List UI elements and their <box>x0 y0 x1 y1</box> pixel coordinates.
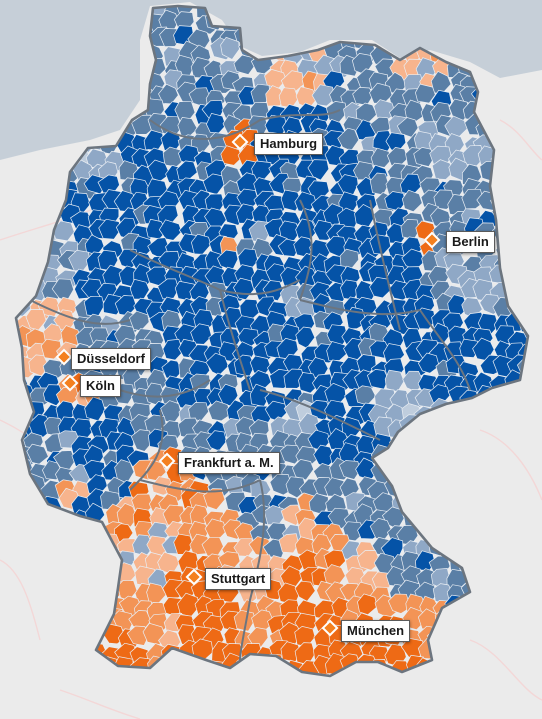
district-region[interactable] <box>130 429 153 452</box>
district-region[interactable] <box>98 218 121 240</box>
city-label-stuttgart[interactable]: Stuttgart <box>205 568 272 590</box>
district-region[interactable] <box>311 84 336 107</box>
district-region[interactable] <box>158 219 183 241</box>
district-region[interactable] <box>431 159 455 180</box>
city-label-frankfurt[interactable]: Frankfurt a. M. <box>178 452 280 474</box>
district-region[interactable] <box>356 550 381 571</box>
district-region[interactable] <box>233 609 256 632</box>
state-borders <box>29 109 471 661</box>
district-region[interactable] <box>190 323 213 345</box>
city-label-duesseldorf[interactable]: Düsseldorf <box>71 348 151 370</box>
district-region[interactable] <box>415 83 436 104</box>
district-region[interactable] <box>162 338 184 361</box>
district-region[interactable] <box>413 147 435 168</box>
city-label-muenchen[interactable]: München <box>341 620 411 642</box>
district-region[interactable] <box>401 189 423 213</box>
district-region[interactable] <box>307 159 330 181</box>
city-label-berlin[interactable]: Berlin <box>446 231 495 253</box>
district-region[interactable] <box>279 444 303 465</box>
district-region[interactable] <box>461 188 485 210</box>
city-label-koeln[interactable]: Köln <box>80 375 121 397</box>
sea <box>0 0 542 160</box>
district-region[interactable] <box>291 459 314 481</box>
district-region[interactable] <box>357 593 378 616</box>
district-region[interactable] <box>327 507 352 530</box>
district-region[interactable] <box>203 488 226 511</box>
city-label-hamburg[interactable]: Hamburg <box>254 133 324 155</box>
country-outline <box>14 4 530 678</box>
district-region[interactable] <box>338 460 361 480</box>
district-region[interactable] <box>417 352 440 374</box>
district-region[interactable] <box>116 502 138 528</box>
district-region[interactable] <box>278 621 302 645</box>
district-region[interactable] <box>278 533 299 554</box>
district-region[interactable] <box>157 278 180 300</box>
district-region[interactable] <box>370 147 392 168</box>
district-region[interactable] <box>298 372 319 394</box>
district-region[interactable] <box>207 400 232 422</box>
district-region[interactable] <box>326 341 348 361</box>
district-region[interactable] <box>220 36 240 60</box>
district-region[interactable] <box>68 249 91 272</box>
district-region[interactable] <box>523 323 542 344</box>
district-region[interactable] <box>387 593 411 614</box>
district-region[interactable] <box>269 473 294 496</box>
